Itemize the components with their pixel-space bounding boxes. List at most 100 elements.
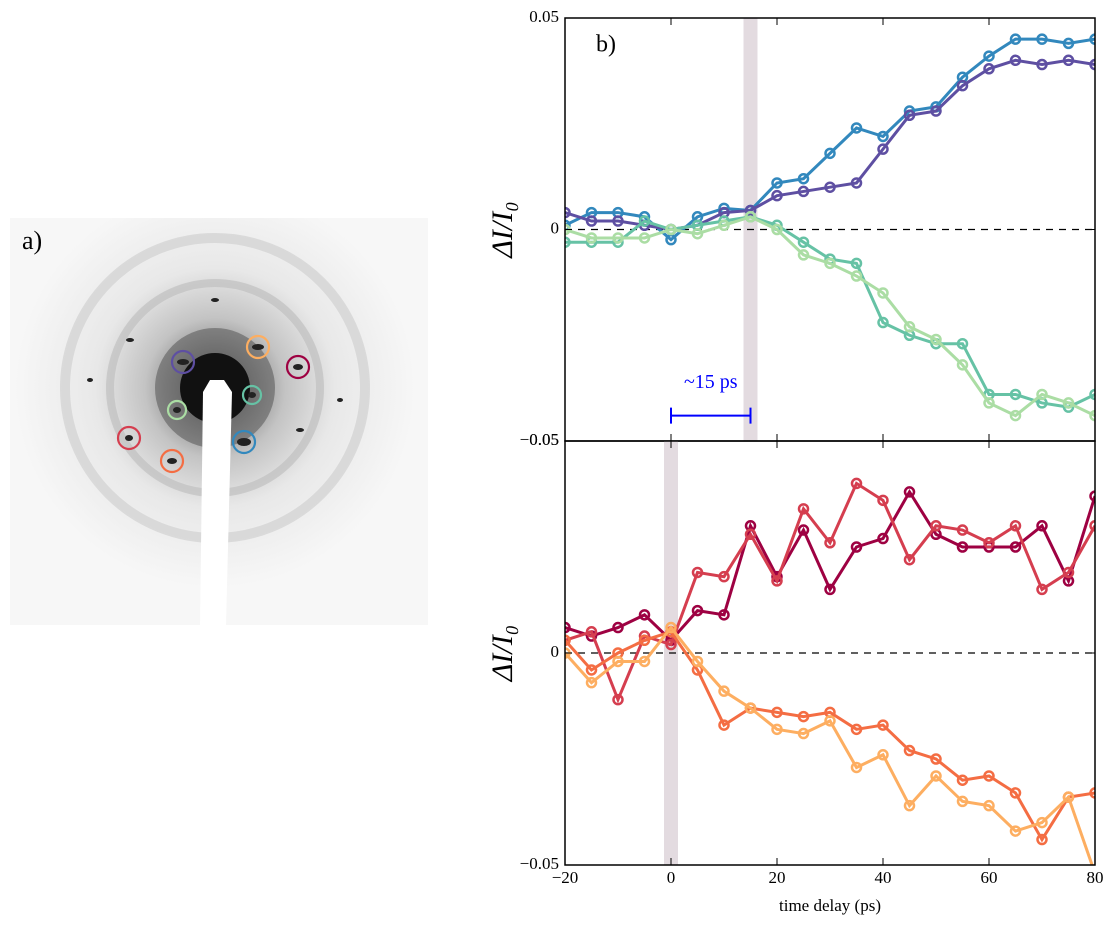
- data-point: [612, 655, 624, 668]
- data-point: [797, 249, 810, 261]
- data-point: [744, 702, 757, 714]
- y-tick-label: 0: [551, 218, 560, 237]
- data-point: [691, 655, 704, 668]
- data-point: [565, 219, 571, 232]
- data-point: [612, 621, 624, 634]
- data-point: [691, 604, 704, 617]
- data-point: [1062, 37, 1075, 50]
- data-point: [718, 219, 730, 232]
- data-point: [824, 583, 836, 596]
- data-point: [1089, 409, 1095, 422]
- data-point: [585, 215, 598, 227]
- data-point: [1036, 583, 1048, 596]
- scale-bar-label: ~15 ps: [684, 371, 738, 393]
- series-line: [565, 215, 1095, 409]
- data-point: [585, 232, 598, 244]
- data-point: [718, 685, 730, 697]
- data-point: [1062, 566, 1075, 579]
- data-point: [983, 799, 995, 812]
- data-point: [585, 676, 598, 689]
- data-point: [824, 147, 836, 160]
- data-point: [824, 537, 836, 549]
- y-tick-label: −0.05: [520, 854, 559, 873]
- data-point: [1089, 33, 1095, 45]
- data-point: [797, 503, 810, 515]
- data-point: [850, 270, 863, 282]
- data-point: [930, 105, 942, 117]
- data-point: [956, 79, 969, 92]
- data-point: [877, 287, 889, 299]
- data-point: [930, 333, 942, 346]
- data-point: [585, 664, 598, 676]
- data-point: [612, 215, 624, 227]
- data-point: [612, 693, 624, 706]
- data-point: [930, 770, 942, 782]
- data-point: [565, 621, 571, 634]
- data-point: [1009, 388, 1022, 401]
- y-tick-label: −0.05: [520, 430, 559, 449]
- data-point: [1036, 58, 1048, 71]
- x-tick-label: 0: [667, 868, 676, 887]
- data-point: [956, 337, 969, 350]
- data-point: [956, 795, 969, 808]
- data-point: [983, 63, 995, 75]
- data-point: [1089, 58, 1095, 71]
- data-point: [565, 634, 571, 647]
- y-tick-label: 0: [551, 642, 560, 661]
- data-point: [1009, 825, 1022, 837]
- data-point: [771, 177, 783, 189]
- data-point: [850, 257, 863, 270]
- data-point: [1089, 490, 1095, 502]
- data-point: [1062, 791, 1075, 803]
- data-point: [1009, 541, 1022, 553]
- data-point: [1036, 816, 1048, 829]
- data-point: [824, 181, 836, 193]
- data-point: [638, 634, 651, 647]
- data-point: [565, 236, 571, 248]
- data-point: [903, 553, 916, 566]
- data-point: [850, 477, 863, 490]
- panel-label: a): [22, 226, 42, 255]
- x-tick-label: 80: [1087, 868, 1104, 887]
- data-point: [903, 744, 916, 757]
- data-point: [585, 626, 598, 638]
- data-point: [1036, 833, 1048, 846]
- diffraction-image: [10, 218, 428, 625]
- data-point: [771, 723, 783, 736]
- data-point: [718, 570, 730, 583]
- series-line: [565, 215, 1095, 418]
- data-point: [565, 206, 571, 219]
- data-point: [665, 638, 677, 651]
- data-point: [1089, 520, 1095, 532]
- data-point: [877, 749, 889, 761]
- data-point: [903, 799, 916, 812]
- data-point: [1036, 520, 1048, 532]
- x-axis-label: time delay (ps): [779, 896, 881, 915]
- data-point: [983, 537, 995, 549]
- data-point: [691, 227, 704, 240]
- data-point: [771, 706, 783, 719]
- data-point: [1009, 787, 1022, 799]
- x-tick-label: 40: [875, 868, 892, 887]
- data-point: [638, 215, 651, 227]
- data-point: [877, 143, 889, 155]
- data-point: [797, 710, 810, 723]
- data-point: [665, 621, 677, 634]
- data-point: [718, 719, 730, 731]
- data-point: [1062, 397, 1075, 409]
- y-axis-label: ΔI/I₀: [486, 201, 519, 258]
- data-point: [983, 50, 995, 62]
- panel-label: b): [596, 32, 616, 58]
- data-point: [877, 130, 889, 143]
- data-point: [903, 109, 916, 122]
- data-point: [824, 715, 836, 727]
- data-point: [930, 520, 942, 532]
- data-point: [956, 524, 969, 536]
- data-point: [771, 223, 783, 236]
- data-point: [956, 774, 969, 786]
- data-point: [797, 172, 810, 185]
- data-point: [1089, 388, 1095, 401]
- data-point: [771, 575, 783, 587]
- data-point: [1089, 787, 1095, 799]
- y-axis-label: ΔI/I₀: [486, 625, 519, 682]
